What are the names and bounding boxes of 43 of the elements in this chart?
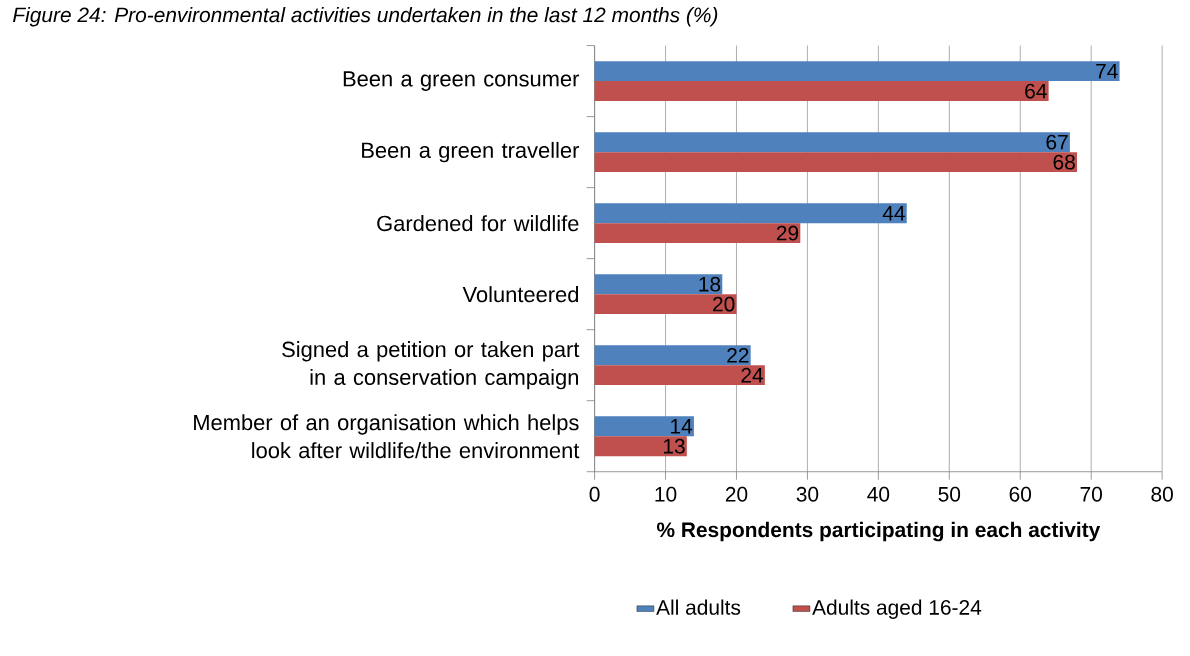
- bar: [594, 416, 694, 437]
- legend-label: Adults aged 16-24: [812, 599, 982, 620]
- x-tick-label: 40: [867, 486, 890, 502]
- data-label: 14: [671, 419, 693, 434]
- bar: [594, 61, 1120, 82]
- bar: [594, 345, 751, 366]
- data-label: 13: [663, 438, 685, 454]
- data-label: 67: [1046, 134, 1068, 150]
- x-tick-label: 60: [1009, 486, 1032, 502]
- bar: [594, 365, 765, 386]
- bar: [594, 132, 1070, 153]
- x-tick-label: 10: [655, 486, 677, 502]
- data-label: 18: [699, 276, 721, 292]
- bar: [594, 294, 737, 315]
- x-tick-label: 80: [1151, 486, 1173, 502]
- data-label: 74: [1096, 63, 1118, 79]
- x-tick-label: 30: [796, 486, 819, 502]
- y-tick-label: Gardened for wildlife: [377, 215, 579, 232]
- data-label: 20: [713, 296, 735, 312]
- x-tick-label: 50: [938, 486, 961, 502]
- data-label: 64: [1025, 83, 1047, 99]
- data-label: 44: [882, 206, 905, 221]
- x-tick-label: 20: [725, 486, 748, 502]
- y-tick-label: Been a green traveller: [362, 141, 580, 163]
- legend-label: All adults: [656, 599, 741, 615]
- bar: [594, 152, 1077, 173]
- x-axis-title: % Respondents participating in each activity: [656, 521, 1101, 542]
- data-label: 68: [1053, 154, 1075, 170]
- y-tick-label: Been a green consumer: [343, 71, 580, 91]
- data-label: 29: [776, 225, 799, 241]
- bar: [594, 81, 1049, 102]
- bar: [594, 203, 907, 224]
- data-label: 22: [727, 347, 749, 363]
- text: Figure 24: Pro-environmental activities undertaken in the last 12 months (%): [12, 7, 718, 27]
- data-label: 24: [741, 367, 764, 383]
- x-tick-label: 70: [1080, 486, 1102, 502]
- x-tick-label: 0: [589, 486, 600, 502]
- bar: [594, 436, 687, 457]
- bar: [594, 274, 723, 295]
- y-tick-label: Signed a petition or taken part in a conservation campaign: [282, 341, 580, 390]
- y-tick-label: Volunteered: [462, 286, 579, 303]
- bar: [594, 223, 801, 244]
- y-tick-label: Member of an organisation which helps look after wildlife/the environment: [194, 414, 580, 459]
